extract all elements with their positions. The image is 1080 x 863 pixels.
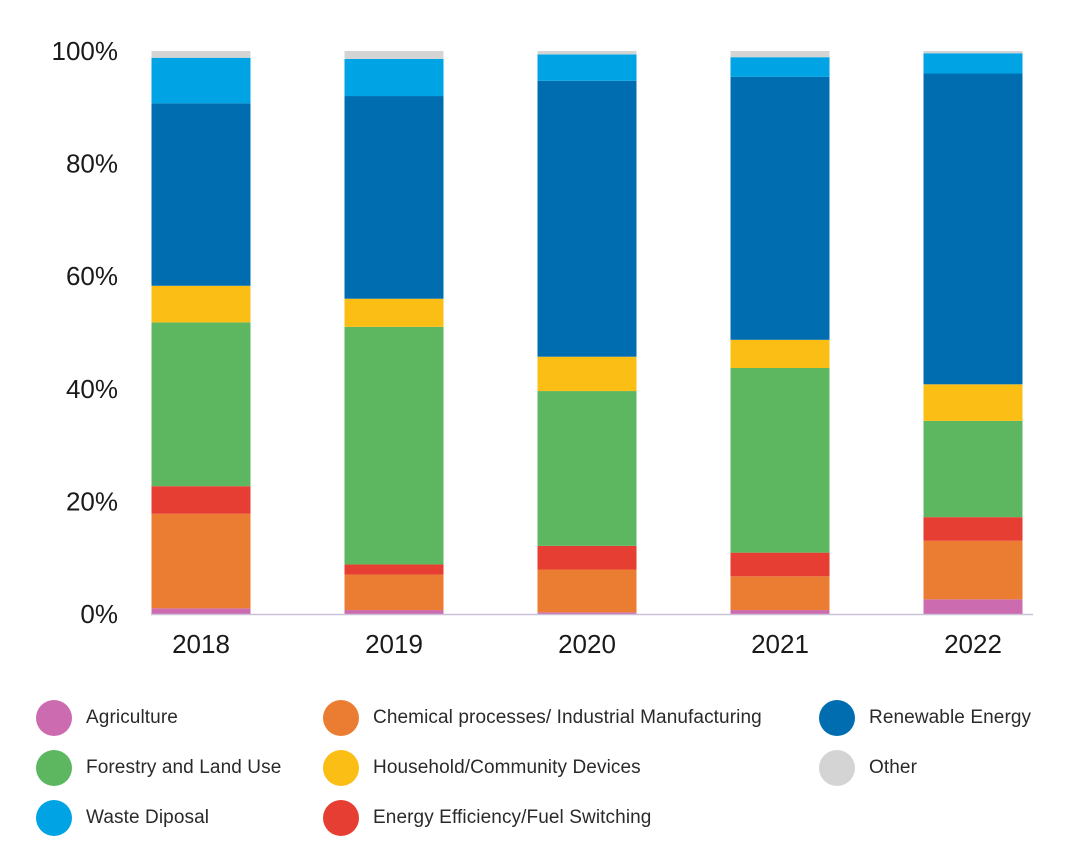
bar-segment-energy_efficiency-2019 xyxy=(344,564,444,575)
legend-swatch-energy-efficiency xyxy=(323,800,359,836)
bar-segment-agriculture-2019 xyxy=(344,610,444,614)
bar-segment-agriculture-2020 xyxy=(537,612,637,614)
y-tick-label: 100% xyxy=(52,36,119,66)
bar-segment-forestry-2022 xyxy=(923,420,1023,518)
legend-label: Chemical processes/ Industrial Manufactu… xyxy=(373,707,762,728)
bar-segment-chemical-2019 xyxy=(344,574,444,611)
bar-segment-forestry-2021 xyxy=(730,367,830,553)
legend-item-renewable: Renewable Energy xyxy=(819,700,1031,736)
bar-segment-waste-2018 xyxy=(151,57,251,104)
bar-segment-household-2018 xyxy=(151,285,251,323)
bar-segments xyxy=(151,51,1023,614)
y-axis-ticks: 0% 20% 40% 60% 80% 100% xyxy=(52,36,119,629)
y-tick-label: 0% xyxy=(80,599,118,629)
stacked-bar-chart: 0% 20% 40% 60% 80% 100% 2018 2019 2020 2021 2022 xyxy=(52,36,1033,659)
bar-segment-chemical-2018 xyxy=(151,513,251,609)
bar-segment-household-2022 xyxy=(923,384,1023,421)
legend-swatch-household xyxy=(323,750,359,786)
legend-item-other: Other xyxy=(819,750,917,786)
y-tick-label: 40% xyxy=(66,374,118,404)
bar-segment-agriculture-2021 xyxy=(730,610,830,614)
bar-segment-forestry-2019 xyxy=(344,326,444,565)
bar-segment-waste-2020 xyxy=(537,54,637,81)
legend-item-household: Household/Community Devices xyxy=(323,750,641,786)
x-tick-label: 2018 xyxy=(172,629,230,659)
legend-label: Household/Community Devices xyxy=(373,757,641,778)
bar-segment-renewable-2019 xyxy=(344,96,444,299)
bar-segment-chemical-2021 xyxy=(730,576,830,611)
y-tick-label: 80% xyxy=(66,149,118,179)
legend-label: Waste Diposal xyxy=(86,807,210,828)
legend-swatch-renewable xyxy=(819,700,855,736)
bar-segment-renewable-2018 xyxy=(151,103,251,286)
bar-segment-waste-2021 xyxy=(730,57,830,77)
bar-segment-renewable-2021 xyxy=(730,76,830,340)
bar-segment-agriculture-2018 xyxy=(151,608,251,614)
legend-label: Agriculture xyxy=(86,707,178,728)
legend-swatch-agriculture xyxy=(36,700,72,736)
bar-segment-other-2022 xyxy=(923,51,1023,54)
bar-segment-household-2020 xyxy=(537,356,637,392)
legend-item-chemical: Chemical processes/ Industrial Manufactu… xyxy=(323,700,762,736)
x-tick-label: 2021 xyxy=(751,629,809,659)
bar-segment-energy_efficiency-2018 xyxy=(151,486,251,514)
bar-segment-other-2018 xyxy=(151,51,251,58)
bar-segment-other-2019 xyxy=(344,51,444,59)
legend-label: Forestry and Land Use xyxy=(86,757,282,778)
bar-segment-agriculture-2022 xyxy=(923,599,1023,614)
legend-item-forestry: Forestry and Land Use xyxy=(36,750,281,786)
x-tick-label: 2022 xyxy=(944,629,1002,659)
y-tick-label: 20% xyxy=(66,486,118,516)
legend-item-agriculture: Agriculture xyxy=(36,700,178,736)
bar-segment-forestry-2018 xyxy=(151,322,251,487)
legend-swatch-waste xyxy=(36,800,72,836)
bar-segment-household-2021 xyxy=(730,339,830,368)
x-tick-label: 2019 xyxy=(365,629,423,659)
bar-segment-forestry-2020 xyxy=(537,391,637,546)
bar-segment-other-2020 xyxy=(537,51,637,55)
bar-segment-chemical-2022 xyxy=(923,540,1023,600)
x-tick-label: 2020 xyxy=(558,629,616,659)
y-tick-label: 60% xyxy=(66,261,118,291)
legend-label: Renewable Energy xyxy=(869,707,1032,728)
legend-item-waste: Waste Diposal xyxy=(36,800,209,836)
bar-segment-waste-2022 xyxy=(923,53,1023,74)
bar-segment-chemical-2020 xyxy=(537,569,637,613)
legend-label: Energy Efficiency/Fuel Switching xyxy=(373,807,652,828)
legend-swatch-forestry xyxy=(36,750,72,786)
legend-swatch-other xyxy=(819,750,855,786)
bar-segment-other-2021 xyxy=(730,51,830,58)
bar-segment-waste-2019 xyxy=(344,58,444,97)
bar-segment-energy_efficiency-2020 xyxy=(537,545,637,570)
bar-segment-household-2019 xyxy=(344,298,444,327)
bar-segment-energy_efficiency-2021 xyxy=(730,552,830,577)
bar-segment-energy_efficiency-2022 xyxy=(923,517,1023,541)
legend-item-energy-efficiency: Energy Efficiency/Fuel Switching xyxy=(323,800,651,836)
bar-segment-renewable-2022 xyxy=(923,73,1023,385)
x-axis-ticks: 2018 2019 2020 2021 2022 xyxy=(172,629,1002,659)
legend-swatch-chemical xyxy=(323,700,359,736)
bar-segment-renewable-2020 xyxy=(537,80,637,357)
legend-label: Other xyxy=(869,757,918,778)
